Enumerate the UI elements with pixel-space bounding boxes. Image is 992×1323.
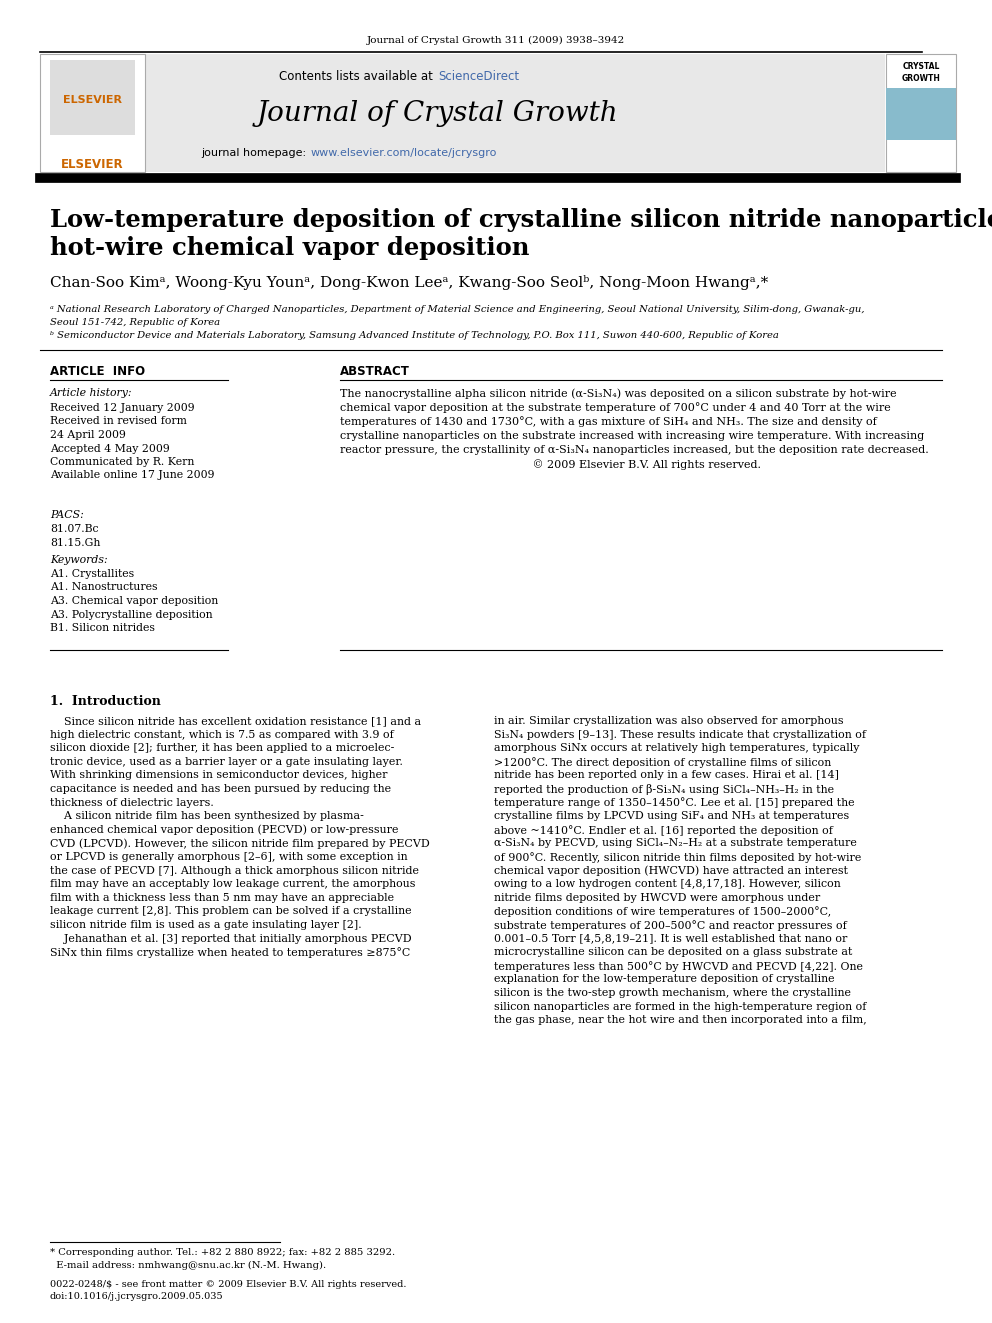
Text: in air. Similar crystallization was also observed for amorphous: in air. Similar crystallization was also… (494, 716, 843, 726)
Text: A silicon nitride film has been synthesized by plasma-: A silicon nitride film has been synthesi… (50, 811, 364, 822)
Text: www.elsevier.com/locate/jcrysgro: www.elsevier.com/locate/jcrysgro (311, 148, 497, 157)
Text: of 900°C. Recently, silicon nitride thin films deposited by hot-wire: of 900°C. Recently, silicon nitride thin… (494, 852, 861, 863)
FancyBboxPatch shape (40, 54, 145, 172)
Text: 1.  Introduction: 1. Introduction (50, 695, 161, 708)
FancyBboxPatch shape (40, 54, 885, 172)
Text: Chan-Soo Kimᵃ, Woong-Kyu Younᵃ, Dong-Kwon Leeᵃ, Kwang-Soo Seolᵇ, Nong-Moon Hwang: Chan-Soo Kimᵃ, Woong-Kyu Younᵃ, Dong-Kwo… (50, 275, 768, 290)
Text: nitride has been reported only in a few cases. Hirai et al. [14]: nitride has been reported only in a few … (494, 770, 839, 781)
Text: reactor pressure, the crystallinity of α-Si₃N₄ nanoparticles increased, but the : reactor pressure, the crystallinity of α… (340, 445, 929, 455)
Text: ᵃ National Research Laboratory of Charged Nanoparticles, Department of Material : ᵃ National Research Laboratory of Charge… (50, 306, 864, 314)
Text: Seoul 151-742, Republic of Korea: Seoul 151-742, Republic of Korea (50, 318, 220, 327)
Text: Article history:: Article history: (50, 388, 133, 398)
FancyBboxPatch shape (886, 89, 956, 140)
Text: doi:10.1016/j.jcrysgro.2009.05.035: doi:10.1016/j.jcrysgro.2009.05.035 (50, 1293, 223, 1301)
Text: The nanocrystalline alpha silicon nitride (α-Si₃N₄) was deposited on a silicon s: The nanocrystalline alpha silicon nitrid… (340, 388, 897, 398)
Text: 24 April 2009: 24 April 2009 (50, 430, 126, 441)
FancyBboxPatch shape (50, 60, 135, 135)
Text: Available online 17 June 2009: Available online 17 June 2009 (50, 471, 214, 480)
Text: enhanced chemical vapor deposition (PECVD) or low-pressure: enhanced chemical vapor deposition (PECV… (50, 824, 399, 835)
Text: owing to a low hydrogen content [4,8,17,18]. However, silicon: owing to a low hydrogen content [4,8,17,… (494, 880, 841, 889)
Text: α-Si₃N₄ by PECVD, using SiCl₄–N₂–H₂ at a substrate temperature: α-Si₃N₄ by PECVD, using SiCl₄–N₂–H₂ at a… (494, 839, 857, 848)
Text: PACS:: PACS: (50, 509, 83, 520)
Text: reported the production of β-Si₃N₄ using SiCl₄–NH₃–H₂ in the: reported the production of β-Si₃N₄ using… (494, 785, 834, 795)
Text: high dielectric constant, which is 7.5 as compared with 3.9 of: high dielectric constant, which is 7.5 a… (50, 729, 394, 740)
Text: ScienceDirect: ScienceDirect (438, 70, 519, 83)
Text: the gas phase, near the hot wire and then incorporated into a film,: the gas phase, near the hot wire and the… (494, 1015, 867, 1025)
Text: A3. Chemical vapor deposition: A3. Chemical vapor deposition (50, 595, 218, 606)
Text: Received 12 January 2009: Received 12 January 2009 (50, 404, 194, 413)
Text: Accepted 4 May 2009: Accepted 4 May 2009 (50, 443, 170, 454)
Text: journal homepage:: journal homepage: (201, 148, 310, 157)
Text: CVD (LPCVD). However, the silicon nitride film prepared by PECVD: CVD (LPCVD). However, the silicon nitrid… (50, 839, 430, 849)
Text: thickness of dielectric layers.: thickness of dielectric layers. (50, 798, 213, 807)
Text: the case of PECVD [7]. Although a thick amorphous silicon nitride: the case of PECVD [7]. Although a thick … (50, 865, 419, 876)
Text: crystalline nanoparticles on the substrate increased with increasing wire temper: crystalline nanoparticles on the substra… (340, 430, 925, 441)
Text: deposition conditions of wire temperatures of 1500–2000°C,: deposition conditions of wire temperatur… (494, 906, 831, 917)
Text: leakage current [2,8]. This problem can be solved if a crystalline: leakage current [2,8]. This problem can … (50, 906, 412, 917)
Text: ᵇ Semiconductor Device and Materials Laboratory, Samsung Advanced Institute of T: ᵇ Semiconductor Device and Materials Lab… (50, 331, 779, 340)
Text: above ~1410°C. Endler et al. [16] reported the deposition of: above ~1410°C. Endler et al. [16] report… (494, 824, 833, 836)
Text: temperature range of 1350–1450°C. Lee et al. [15] prepared the: temperature range of 1350–1450°C. Lee et… (494, 798, 855, 808)
Text: silicon is the two-step growth mechanism, where the crystalline: silicon is the two-step growth mechanism… (494, 988, 851, 998)
Text: Jehanathan et al. [3] reported that initially amorphous PECVD: Jehanathan et al. [3] reported that init… (50, 934, 412, 943)
Text: film with a thickness less than 5 nm may have an appreciable: film with a thickness less than 5 nm may… (50, 893, 394, 902)
Text: Journal of Crystal Growth: Journal of Crystal Growth (256, 101, 618, 127)
Text: E-mail address: nmhwang@snu.ac.kr (N.-M. Hwang).: E-mail address: nmhwang@snu.ac.kr (N.-M.… (50, 1261, 326, 1270)
Text: silicon dioxide [2]; further, it has been applied to a microelec-: silicon dioxide [2]; further, it has bee… (50, 744, 395, 753)
Text: amorphous SiNx occurs at relatively high temperatures, typically: amorphous SiNx occurs at relatively high… (494, 744, 859, 753)
Text: * Corresponding author. Tel.: +82 2 880 8922; fax: +82 2 885 3292.: * Corresponding author. Tel.: +82 2 880 … (50, 1248, 395, 1257)
Text: ARTICLE  INFO: ARTICLE INFO (50, 365, 145, 378)
Text: With shrinking dimensions in semiconductor devices, higher: With shrinking dimensions in semiconduct… (50, 770, 388, 781)
Text: film may have an acceptably low leakage current, the amorphous: film may have an acceptably low leakage … (50, 880, 416, 889)
Text: Since silicon nitride has excellent oxidation resistance [1] and a: Since silicon nitride has excellent oxid… (50, 716, 422, 726)
Text: microcrystalline silicon can be deposited on a glass substrate at: microcrystalline silicon can be deposite… (494, 947, 852, 958)
Text: A3. Polycrystalline deposition: A3. Polycrystalline deposition (50, 610, 212, 619)
Text: temperatures less than 500°C by HWCVD and PECVD [4,22]. One: temperatures less than 500°C by HWCVD an… (494, 960, 863, 971)
Text: 0022-0248/$ - see front matter © 2009 Elsevier B.V. All rights reserved.: 0022-0248/$ - see front matter © 2009 El… (50, 1279, 407, 1289)
Text: Received in revised form: Received in revised form (50, 417, 186, 426)
Text: silicon nitride film is used as a gate insulating layer [2].: silicon nitride film is used as a gate i… (50, 919, 362, 930)
Text: A1. Nanostructures: A1. Nanostructures (50, 582, 158, 593)
Text: hot-wire chemical vapor deposition: hot-wire chemical vapor deposition (50, 235, 530, 261)
Text: Communicated by R. Kern: Communicated by R. Kern (50, 456, 194, 467)
Text: ELSEVIER: ELSEVIER (61, 157, 123, 171)
Text: nitride films deposited by HWCVD were amorphous under: nitride films deposited by HWCVD were am… (494, 893, 820, 902)
Text: Low-temperature deposition of crystalline silicon nitride nanoparticles by: Low-temperature deposition of crystallin… (50, 208, 992, 232)
Text: chemical vapor deposition (HWCVD) have attracted an interest: chemical vapor deposition (HWCVD) have a… (494, 865, 848, 876)
Text: or LPCVD is generally amorphous [2–6], with some exception in: or LPCVD is generally amorphous [2–6], w… (50, 852, 408, 863)
Text: Keywords:: Keywords: (50, 556, 107, 565)
Text: explanation for the low-temperature deposition of crystalline: explanation for the low-temperature depo… (494, 975, 834, 984)
Text: ELSEVIER: ELSEVIER (62, 95, 121, 105)
Text: 81.15.Gh: 81.15.Gh (50, 537, 100, 548)
Text: Si₃N₄ powders [9–13]. These results indicate that crystallization of: Si₃N₄ powders [9–13]. These results indi… (494, 729, 866, 740)
Text: CRYSTAL
GROWTH: CRYSTAL GROWTH (902, 62, 940, 83)
Text: Journal of Crystal Growth 311 (2009) 3938–3942: Journal of Crystal Growth 311 (2009) 393… (367, 36, 625, 45)
Text: tronic device, used as a barrier layer or a gate insulating layer.: tronic device, used as a barrier layer o… (50, 757, 403, 767)
Text: SiNx thin films crystallize when heated to temperatures ≥875°C: SiNx thin films crystallize when heated … (50, 947, 411, 958)
Text: 81.07.Bc: 81.07.Bc (50, 524, 98, 534)
FancyBboxPatch shape (886, 54, 956, 172)
Text: silicon nanoparticles are formed in the high-temperature region of: silicon nanoparticles are formed in the … (494, 1002, 866, 1012)
Text: B1. Silicon nitrides: B1. Silicon nitrides (50, 623, 155, 632)
Text: >1200°C. The direct deposition of crystalline films of silicon: >1200°C. The direct deposition of crysta… (494, 757, 831, 767)
Text: chemical vapor deposition at the substrate temperature of 700°C under 4 and 40 T: chemical vapor deposition at the substra… (340, 402, 891, 413)
Text: © 2009 Elsevier B.V. All rights reserved.: © 2009 Elsevier B.V. All rights reserved… (340, 459, 761, 470)
Text: 0.001–0.5 Torr [4,5,8,19–21]. It is well established that nano or: 0.001–0.5 Torr [4,5,8,19–21]. It is well… (494, 934, 847, 943)
Text: ABSTRACT: ABSTRACT (340, 365, 410, 378)
Text: A1. Crystallites: A1. Crystallites (50, 569, 134, 579)
Text: crystalline films by LPCVD using SiF₄ and NH₃ at temperatures: crystalline films by LPCVD using SiF₄ an… (494, 811, 849, 822)
Text: temperatures of 1430 and 1730°C, with a gas mixture of SiH₄ and NH₃. The size an: temperatures of 1430 and 1730°C, with a … (340, 417, 877, 427)
Text: substrate temperatures of 200–500°C and reactor pressures of: substrate temperatures of 200–500°C and … (494, 919, 847, 931)
Text: Contents lists available at: Contents lists available at (280, 70, 437, 83)
Text: capacitance is needed and has been pursued by reducing the: capacitance is needed and has been pursu… (50, 785, 391, 794)
